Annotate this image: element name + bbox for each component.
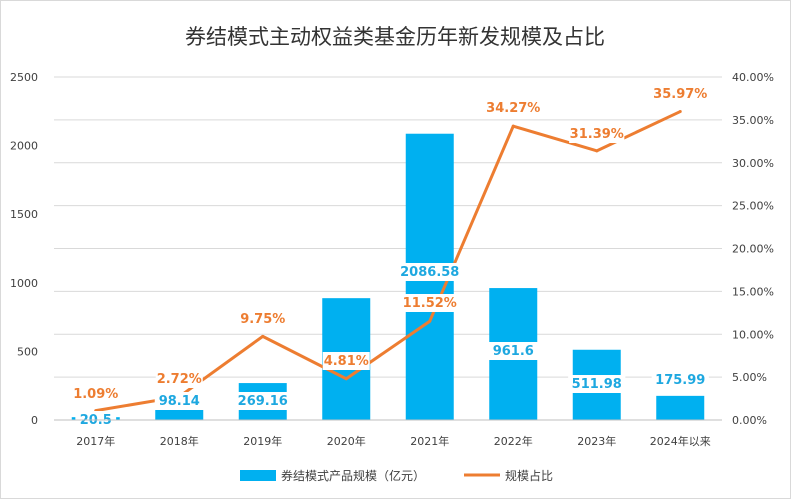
- bar-label-bg: [488, 342, 538, 360]
- x-tick-label: 2024年以来: [650, 434, 711, 448]
- line-data-label: 2.72%: [157, 372, 202, 387]
- line-data-label: 11.52%: [403, 296, 457, 311]
- y-right-tick-label: 35.00%: [732, 114, 774, 127]
- line-data-label: 9.75%: [240, 312, 285, 327]
- y-left-tick-label: 2000: [10, 140, 38, 153]
- line-point: [344, 377, 348, 381]
- legend: 券结模式产品规模（亿元） 规模占比: [240, 468, 553, 483]
- y-left-tick-label: 1500: [10, 208, 38, 221]
- y-left-tick-label: 0: [31, 414, 38, 427]
- bar-data-label: 269.16: [238, 394, 288, 409]
- y-right-tick-label: 40.00%: [732, 71, 774, 84]
- line-data-label: 35.97%: [653, 87, 707, 102]
- x-tick-label: 2023年: [577, 434, 616, 448]
- bar-label-bg: [568, 375, 626, 393]
- x-tick-label: 2017年: [76, 434, 115, 448]
- legend-label-line: 规模占比: [505, 468, 553, 483]
- x-tick-label: 2018年: [160, 434, 199, 448]
- line-point: [511, 124, 515, 128]
- line-point: [261, 334, 265, 338]
- y-right-tick-label: 30.00%: [732, 157, 774, 170]
- line-point: [595, 149, 599, 153]
- chart-title: 券结模式主动权益类基金历年新发规模及占比: [185, 25, 605, 49]
- line-label-bg: [402, 294, 458, 312]
- y-left-tick-label: 2500: [10, 71, 38, 84]
- bar-label-bg: [397, 263, 463, 281]
- y-right-tick-label: 5.00%: [732, 371, 767, 384]
- x-tick-label: 2019年: [243, 434, 282, 448]
- y-right-tick-label: 25.00%: [732, 200, 774, 213]
- legend-label-bar: 券结模式产品规模（亿元）: [281, 468, 425, 483]
- line-data-label: 31.39%: [570, 127, 624, 142]
- y-right-tick-label: 20.00%: [732, 243, 774, 256]
- line-label-bg: [155, 370, 203, 388]
- x-tick-label: 2020年: [327, 434, 366, 448]
- line-point: [678, 110, 682, 114]
- y-left-tick-label: 1000: [10, 277, 38, 290]
- line-point: [428, 319, 432, 323]
- bar-data-label: 511.98: [572, 377, 622, 392]
- line-data-label: 34.27%: [486, 101, 540, 116]
- bar-label-bg: [651, 371, 709, 389]
- bar-label-bg: [234, 392, 292, 410]
- bar-data-label: 961.6: [493, 344, 534, 359]
- bar-data-label: 2086.58: [400, 265, 459, 280]
- bar: [656, 395, 705, 420]
- x-tick-label: 2021年: [410, 434, 449, 448]
- legend-swatch-bar: [240, 470, 276, 481]
- line-data-label: 4.81%: [324, 354, 369, 369]
- line-data-label: 1.09%: [73, 387, 118, 402]
- bar-data-label: 175.99: [655, 373, 705, 388]
- y-right-tick-label: 10.00%: [732, 328, 774, 341]
- x-tick-label: 2022年: [494, 434, 533, 448]
- bar-data-label: 98.14: [159, 394, 200, 409]
- y-left-tick-label: 500: [17, 345, 38, 358]
- line-label-bg: [322, 352, 370, 370]
- y-right-tick-label: 0.00%: [732, 414, 767, 427]
- line-label-bg: [569, 125, 625, 143]
- y-right-tick-label: 15.00%: [732, 285, 774, 298]
- axes: 0 500 1000 1500 2000 2500 0.00% 5.00% 10.00% 15.0…: [10, 71, 774, 448]
- bar-label-bg: [154, 392, 204, 410]
